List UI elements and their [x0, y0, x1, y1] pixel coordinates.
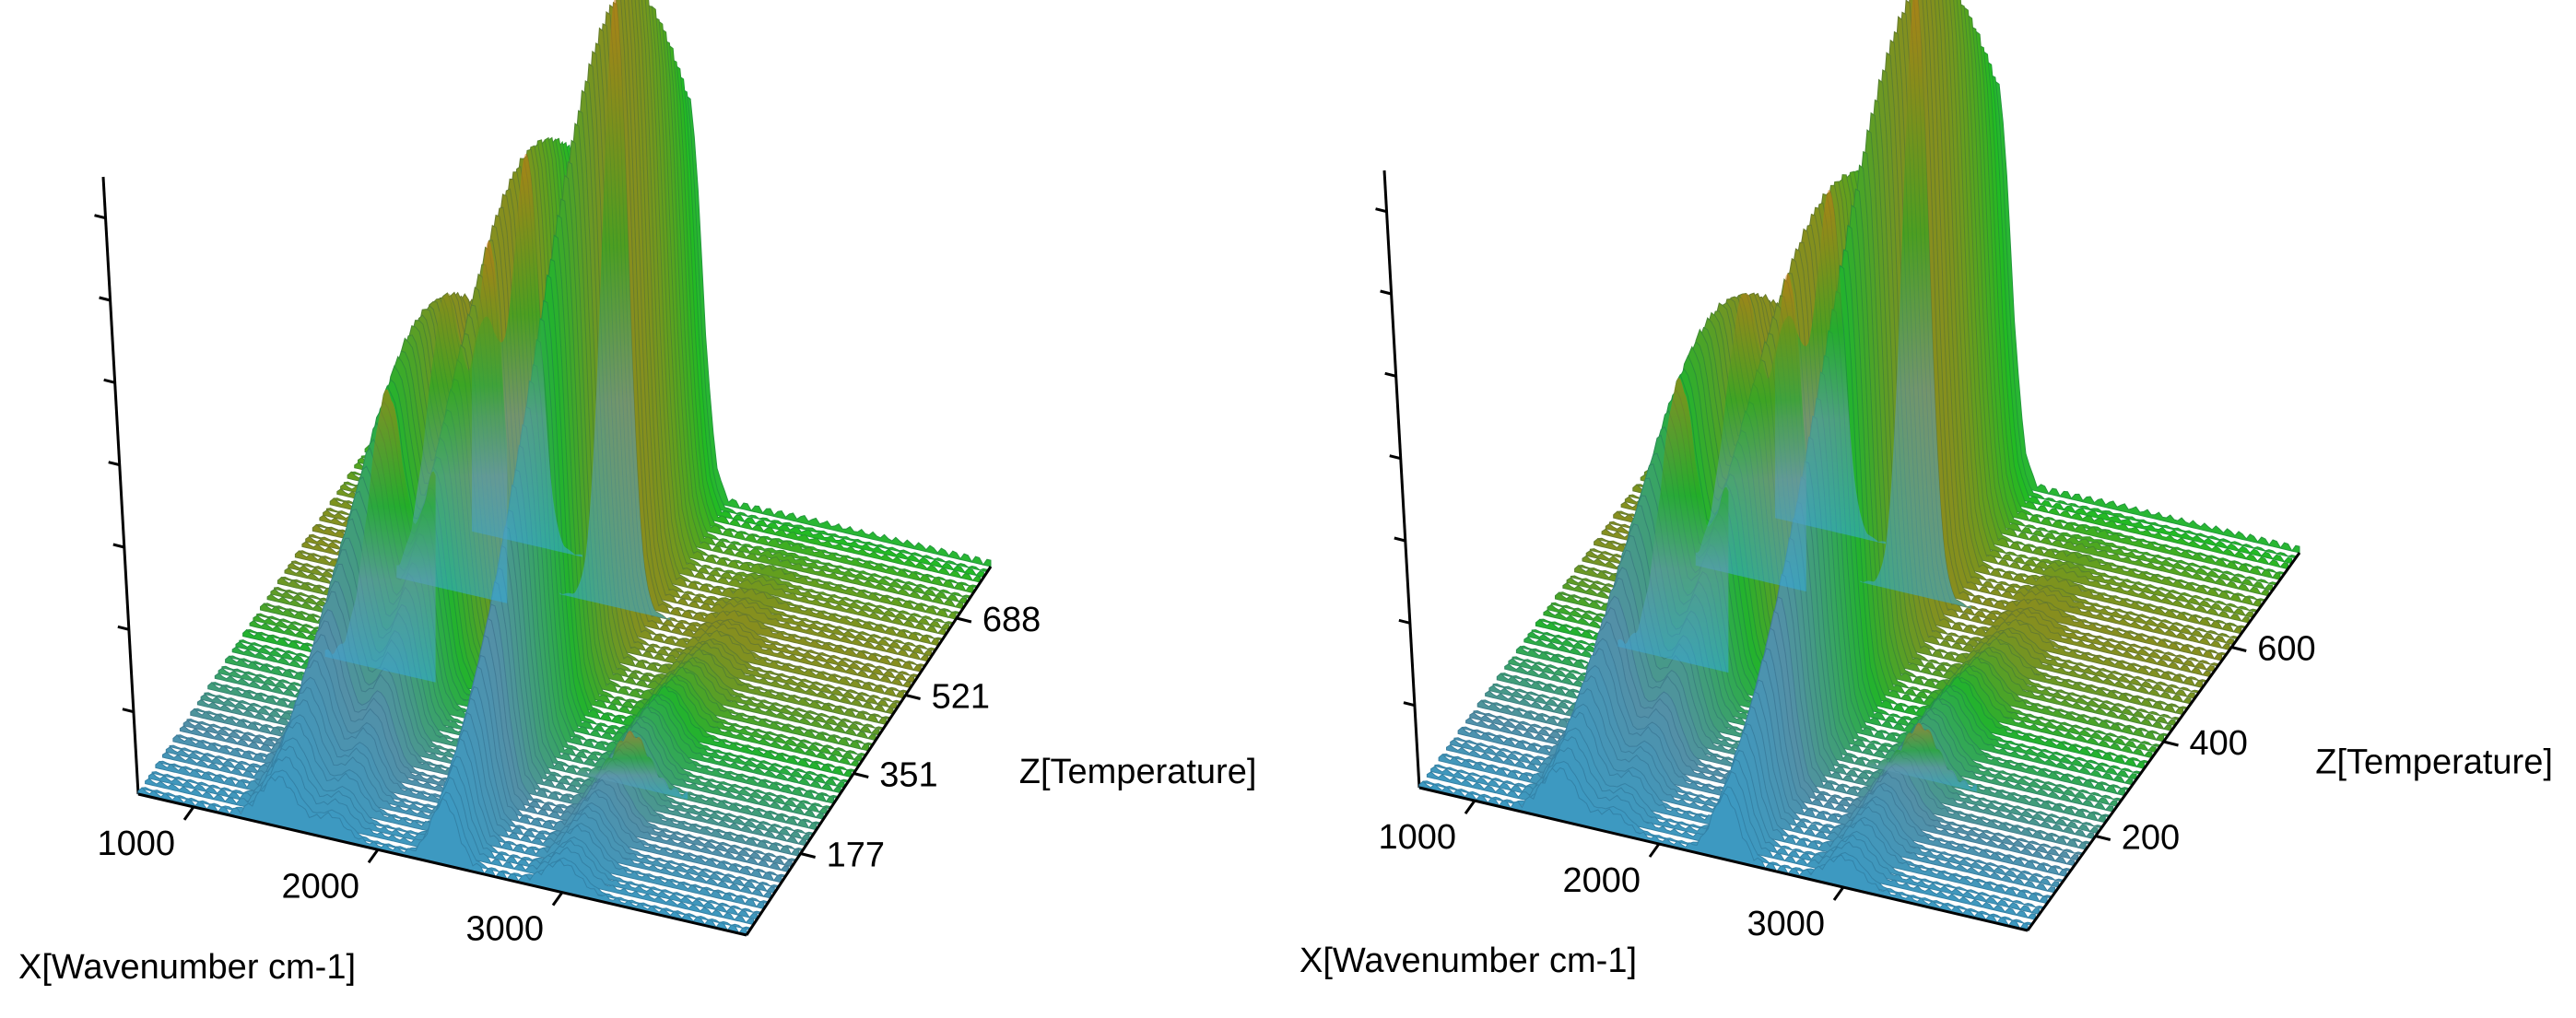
y-axis-tick [108, 461, 121, 467]
y-axis-tick [94, 214, 106, 220]
y-axis-tick [1394, 536, 1406, 543]
y-axis-tick [99, 296, 111, 302]
peak-4 [324, 389, 436, 683]
z-tick-label: 688 [982, 601, 1041, 639]
x-axis-tick [1648, 843, 1661, 858]
z-axis-tick [800, 852, 816, 859]
peak-4 [1617, 377, 1729, 673]
y-axis-tick [112, 543, 125, 549]
y-axis-tick [122, 708, 135, 714]
z-axis-tick [2230, 646, 2247, 652]
z-axis-title: Z[Temperature] [2315, 743, 2553, 782]
x-axis-line [137, 792, 747, 937]
y-axis-tick [1375, 207, 1387, 214]
x-tick-label: 1000 [1378, 818, 1456, 857]
y-axis-tick [117, 625, 130, 631]
peak-5 [577, 731, 688, 800]
z-axis-tick [2163, 740, 2179, 747]
z-tick-label: 177 [827, 837, 885, 875]
x-axis-tick [551, 891, 564, 907]
x-tick-label: 2000 [281, 867, 359, 906]
x-axis-tick [182, 806, 195, 821]
z-tick-label: 200 [2122, 819, 2180, 858]
x-axis-title: X[Wavenumber cm-1] [18, 948, 356, 987]
x-axis-line [1418, 786, 2029, 932]
peak-1 [1860, 0, 1971, 609]
y-axis-line [101, 176, 140, 795]
x-axis-tick [1832, 886, 1845, 901]
peak-5 [1865, 722, 1977, 792]
z-tick-label: 351 [879, 756, 937, 795]
z-axis-line [745, 566, 993, 936]
z-axis-tick [853, 772, 869, 778]
z-axis-tick [2095, 835, 2111, 841]
surface-chart-right: 1000 2000 3000 200 400 600 X[Wavenumber cm-1] Z… [1300, 0, 2553, 980]
x-axis-tick [367, 848, 380, 864]
y-axis-tick [1384, 371, 1397, 378]
x-axis-tick [1464, 800, 1476, 814]
y-axis-line [1382, 170, 1421, 789]
y-axis-tick [103, 378, 116, 384]
x-tick-label: 3000 [465, 910, 544, 949]
y-axis-tick [1389, 454, 1402, 461]
z-tick-label: 521 [932, 678, 990, 717]
z-axis-tick [956, 616, 972, 624]
z-tick-label: 600 [2257, 630, 2315, 669]
y-axis-tick [1403, 701, 1416, 708]
y-axis-tick [1380, 289, 1392, 296]
x-tick-label: 1000 [97, 825, 175, 863]
peak-1 [559, 0, 671, 620]
surface-chart-left: 1000 2000 3000 177 351 521 688 X[Wavenumber cm-… [18, 0, 1256, 987]
z-axis-title: Z[Temperature] [1019, 753, 1257, 791]
z-axis-tick [905, 694, 921, 700]
x-axis-title: X[Wavenumber cm-1] [1300, 942, 1637, 980]
y-axis-tick [1398, 618, 1411, 625]
z-tick-label: 400 [2190, 724, 2248, 763]
x-tick-label: 2000 [1562, 861, 1641, 900]
x-tick-label: 3000 [1747, 905, 1825, 943]
